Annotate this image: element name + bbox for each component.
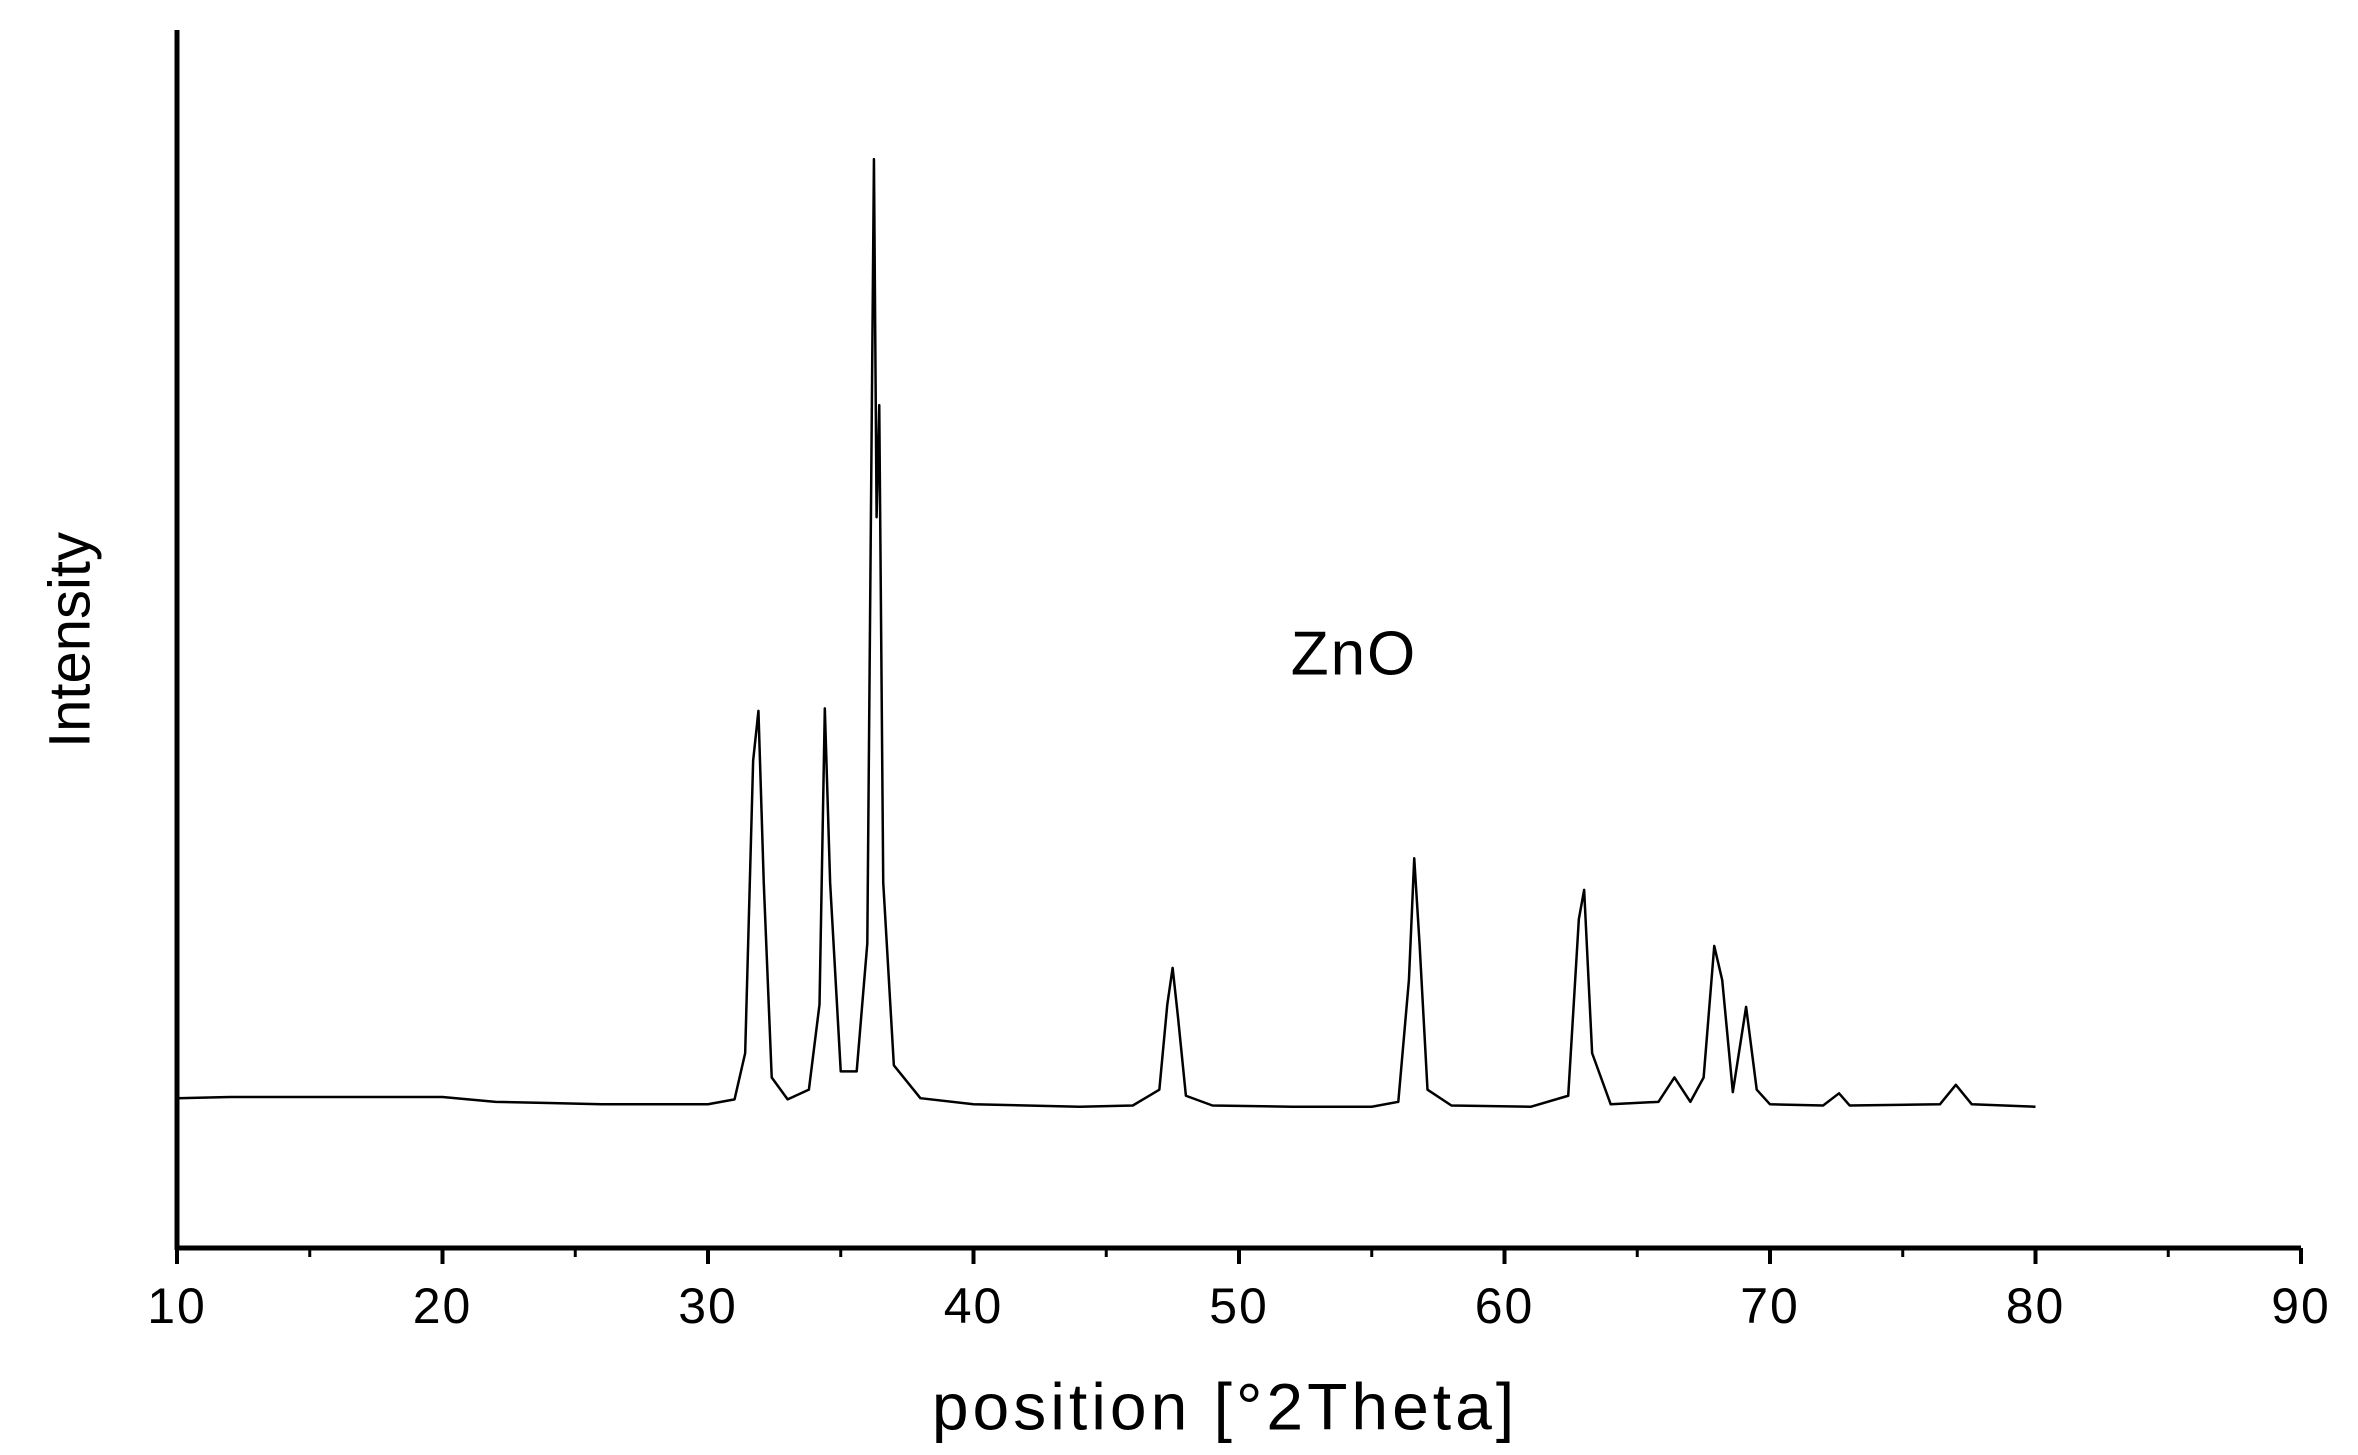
x-tick-label: 70 (1740, 1278, 1800, 1334)
x-tick-label: 60 (1475, 1278, 1535, 1334)
x-axis-label: position [°2Theta] (932, 1369, 1518, 1443)
y-axis-label: Intensity (37, 532, 102, 748)
data-line (176, 157, 2036, 1108)
x-tick-label: 50 (1209, 1278, 1269, 1334)
x-tick-label: 80 (2006, 1278, 2066, 1334)
x-tick-label: 10 (147, 1278, 207, 1334)
x-tick-label: 40 (944, 1278, 1004, 1334)
annotation: ZnO (1291, 619, 1418, 688)
x-tick-label: 30 (678, 1278, 738, 1334)
x-tick-label: 90 (2271, 1278, 2331, 1334)
x-tick-label: 20 (413, 1278, 473, 1334)
